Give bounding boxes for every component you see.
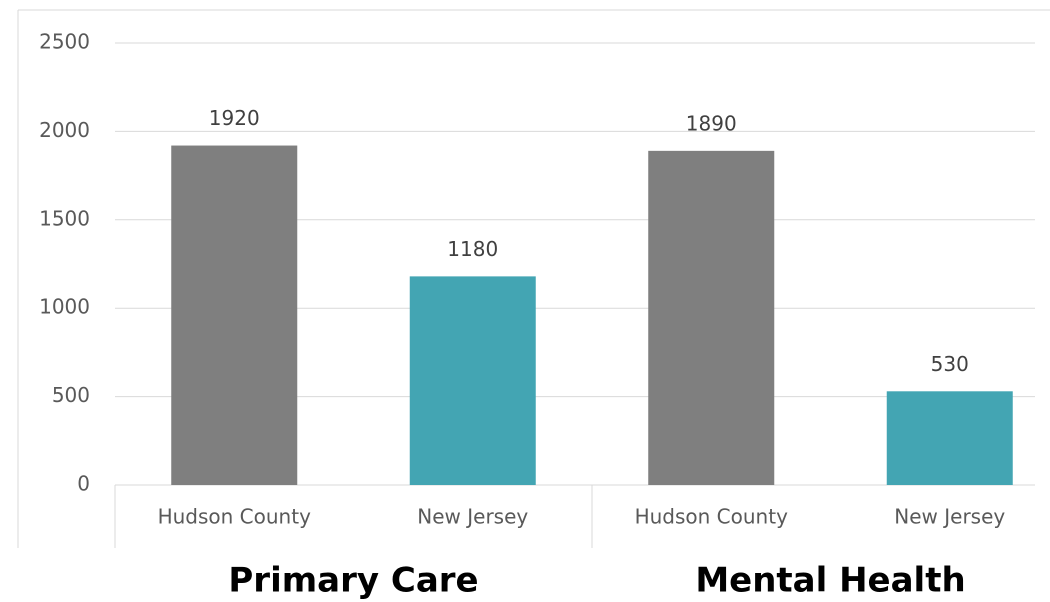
x-tick-label: Hudson County: [158, 505, 311, 529]
data-label: 1920: [209, 106, 260, 130]
y-tick-label: 2500: [39, 30, 90, 54]
x-tick-label: New Jersey: [894, 505, 1005, 529]
y-tick-label: 0: [77, 472, 90, 496]
data-label: 530: [931, 352, 969, 376]
y-tick-label: 2000: [39, 118, 90, 142]
bar: [648, 150, 775, 485]
data-label: 1890: [686, 111, 737, 135]
bar: [886, 391, 1013, 485]
y-tick-label: 500: [52, 383, 90, 407]
y-tick-label: 1000: [39, 295, 90, 319]
group-label: Primary Care: [228, 561, 478, 601]
group-label: Mental Health: [695, 561, 965, 601]
x-tick-label: Hudson County: [635, 505, 788, 529]
bar: [171, 145, 298, 485]
x-tick-label: New Jersey: [417, 505, 528, 529]
data-label: 1180: [447, 237, 498, 261]
bar: [409, 276, 536, 485]
y-tick-label: 1500: [39, 206, 90, 230]
